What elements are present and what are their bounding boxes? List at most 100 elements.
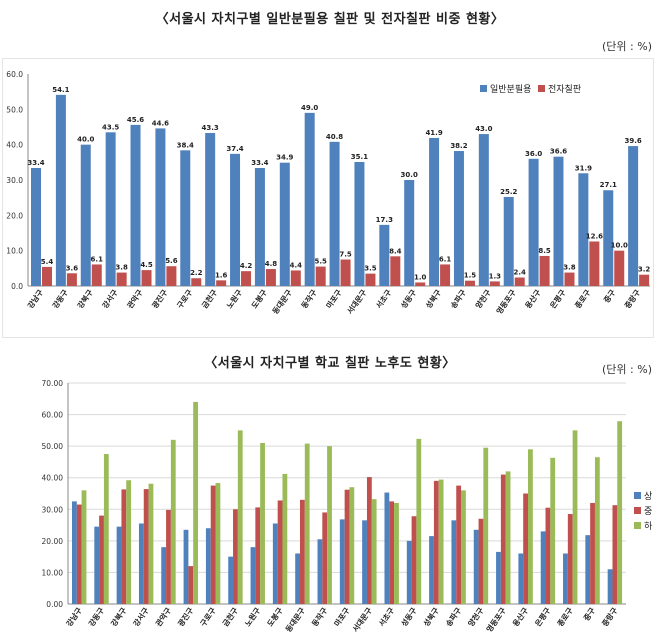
- bar-중: [567, 514, 573, 604]
- category-label: 성동구: [398, 287, 418, 310]
- category-label: 관악구: [125, 287, 145, 310]
- bar-일반분필용: [553, 156, 564, 286]
- bar-중: [322, 512, 328, 604]
- category-label: 강서구: [131, 605, 151, 628]
- bar-하: [170, 439, 176, 604]
- data-label: 49.0: [301, 104, 318, 112]
- legend-label: 하: [644, 521, 653, 532]
- category-label: 은평구: [547, 287, 567, 310]
- bar-중: [210, 485, 216, 604]
- y-tick-label: 60.0: [6, 70, 23, 79]
- category-label: 서대문구: [350, 605, 374, 633]
- data-label: 35.1: [351, 153, 368, 161]
- bar-일반분필용: [329, 141, 340, 286]
- bar-일반분필용: [528, 158, 539, 286]
- category-label: 강남구: [25, 287, 45, 310]
- bar-하: [371, 499, 377, 604]
- bar-일반분필용: [31, 167, 41, 286]
- bar-하: [349, 487, 355, 604]
- legend-swatch: [634, 492, 641, 499]
- bar-상: [540, 531, 546, 604]
- category-label: 종로구: [573, 288, 592, 310]
- bar-상: [496, 551, 501, 604]
- bar-중: [433, 480, 439, 604]
- category-label: 서초구: [376, 605, 396, 628]
- category-label: 송파구: [443, 605, 463, 628]
- data-label: 8.5: [538, 247, 551, 255]
- bar-일반분필용: [55, 94, 66, 286]
- bar-하: [483, 447, 489, 604]
- category-label: 마포구: [332, 605, 352, 628]
- chart1-title: 〈서울시 자치구별 일반분필용 칠판 및 전자칠판 비중 현황〉: [155, 12, 505, 27]
- bar-중: [188, 566, 194, 604]
- data-label: 2.2: [190, 269, 203, 277]
- bar-일반분필용: [379, 224, 390, 286]
- bar-전자칠판: [42, 266, 52, 286]
- bar-일반분필용: [205, 133, 216, 286]
- category-label: 도봉구: [250, 288, 269, 310]
- bar-중: [166, 509, 171, 604]
- bar-하: [461, 490, 466, 604]
- bar-상: [406, 540, 412, 604]
- bar-하: [594, 457, 600, 604]
- bar-하: [505, 471, 511, 604]
- category-label: 용산구: [523, 287, 543, 310]
- bar-중: [590, 502, 595, 604]
- bar-전자칠판: [66, 273, 77, 286]
- bar-전자칠판: [564, 272, 575, 286]
- bar-하: [260, 442, 265, 604]
- bar-전자칠판: [315, 266, 326, 286]
- data-label: 25.2: [500, 188, 517, 196]
- y-tick-label: 10.0: [6, 247, 23, 256]
- bar-전자칠판: [340, 259, 351, 286]
- category-label: 은평구: [532, 605, 552, 628]
- category-label: 강남구: [64, 605, 84, 628]
- data-label: 4.2: [240, 262, 253, 270]
- data-label: 1.3: [489, 272, 502, 280]
- y-tick-label: 60.00: [42, 411, 64, 420]
- bar-중: [389, 501, 395, 604]
- bar-일반분필용: [404, 180, 415, 286]
- data-label: 30.0: [401, 171, 418, 179]
- bar-전자칠판: [514, 277, 525, 286]
- data-label: 1.5: [464, 272, 477, 280]
- category-label: 동대문구: [283, 605, 307, 633]
- y-tick-label: 40.00: [42, 474, 64, 483]
- category-label: 구로구: [198, 606, 217, 628]
- bar-중: [143, 489, 149, 604]
- category-label: 강북구: [108, 605, 128, 628]
- bar-상: [72, 501, 77, 604]
- category-label: 금천구: [220, 605, 240, 628]
- bar-중: [612, 505, 618, 604]
- chart1-svg: 0.0 10.0 20.0 30.0 40.0 50.0 60.0 33.4 54.1 40.0 4…: [6, 70, 651, 316]
- bar-상: [183, 529, 189, 604]
- bar-전자칠판: [290, 270, 301, 286]
- bar-중: [366, 477, 372, 604]
- bar-중: [233, 509, 238, 604]
- data-label: 3.2: [638, 266, 651, 274]
- category-label: 종로구: [556, 606, 575, 628]
- bar-하: [148, 483, 154, 604]
- data-label: 43.0: [475, 125, 492, 133]
- data-label: 5.5: [314, 258, 327, 266]
- bar-전자칠판: [365, 273, 376, 286]
- bar-하: [282, 473, 288, 604]
- data-label: 38.4: [177, 141, 194, 149]
- data-label: 1.0: [414, 273, 427, 281]
- y-tick-label: 20.00: [42, 537, 64, 546]
- bar-상: [205, 528, 211, 604]
- bar-일반분필용: [578, 173, 589, 286]
- bar-상: [518, 553, 524, 604]
- category-label: 노원구: [224, 287, 244, 310]
- bar-전자칠판: [539, 255, 550, 286]
- data-label: 40.0: [77, 136, 94, 144]
- y-tick-label: 40.0: [6, 141, 23, 150]
- bar-일반분필용: [429, 137, 440, 286]
- data-label: 36.6: [550, 148, 567, 156]
- bar-중: [344, 489, 350, 604]
- category-label: 광진구: [149, 287, 169, 310]
- legend-label: 전자칠판: [548, 84, 581, 95]
- bar-하: [327, 446, 332, 604]
- category-label: 성동구: [399, 605, 419, 628]
- y-tick-label: 20.0: [6, 211, 23, 220]
